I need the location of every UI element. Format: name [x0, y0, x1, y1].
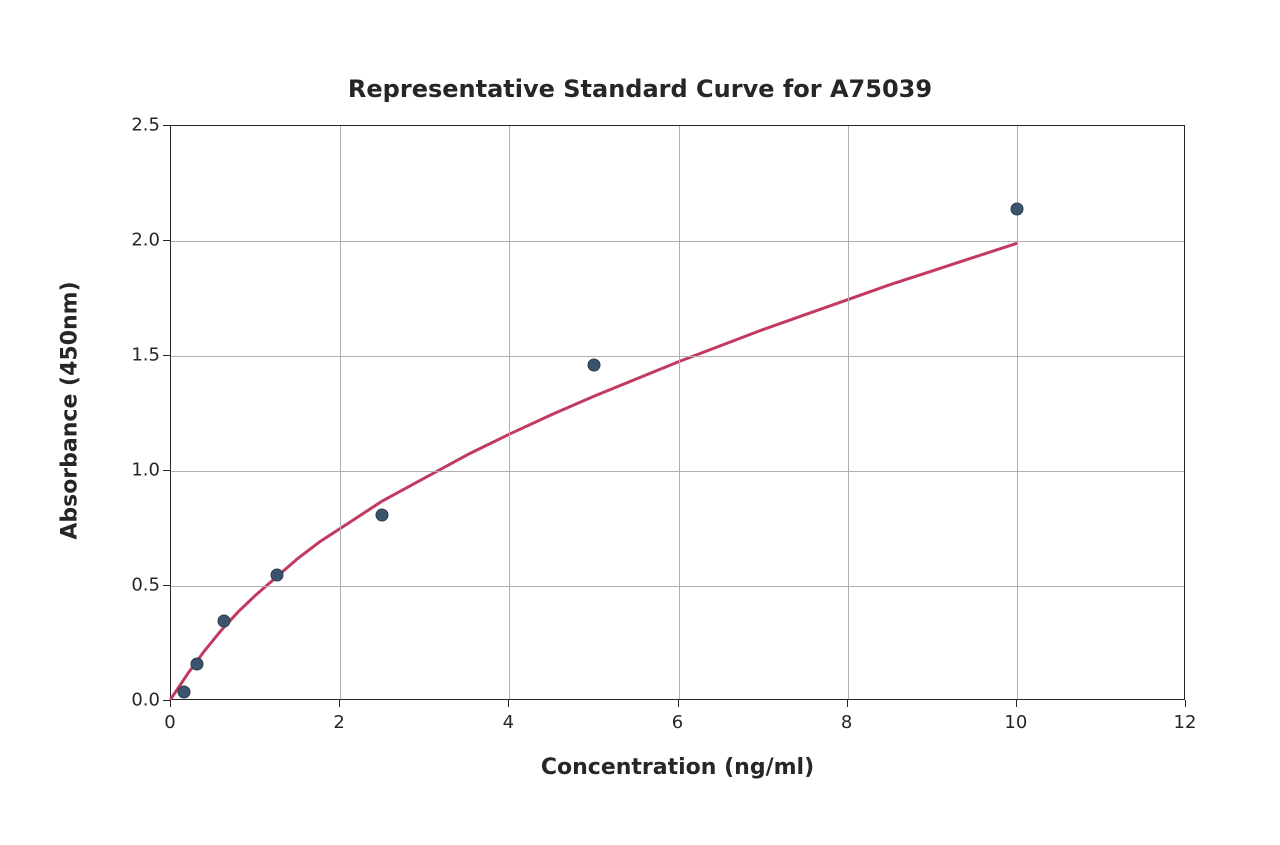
data-point	[191, 658, 204, 671]
y-tick	[163, 585, 170, 586]
y-tick-label: 2.5	[120, 115, 160, 136]
x-tick-label: 6	[672, 712, 683, 733]
y-tick-label: 1.0	[120, 460, 160, 481]
x-tick	[847, 700, 848, 707]
x-tick-label: 0	[164, 712, 175, 733]
grid-line-vertical	[509, 126, 510, 699]
y-tick	[163, 355, 170, 356]
y-tick-label: 1.5	[120, 345, 160, 366]
curve-svg	[171, 126, 1184, 699]
grid-line-vertical	[340, 126, 341, 699]
y-axis-label: Absorbance (450nm)	[58, 230, 83, 590]
grid-line-horizontal	[171, 586, 1184, 587]
y-tick-label: 0.0	[120, 690, 160, 711]
y-tick	[163, 700, 170, 701]
x-tick-label: 8	[841, 712, 852, 733]
y-tick	[163, 125, 170, 126]
data-point	[217, 614, 230, 627]
y-tick-label: 0.5	[120, 575, 160, 596]
x-tick	[678, 700, 679, 707]
grid-line-horizontal	[171, 241, 1184, 242]
x-tick	[1016, 700, 1017, 707]
x-tick	[1185, 700, 1186, 707]
y-tick-label: 2.0	[120, 230, 160, 251]
y-tick	[163, 240, 170, 241]
x-tick-label: 4	[503, 712, 514, 733]
data-point	[270, 568, 283, 581]
data-point	[178, 685, 191, 698]
grid-line-horizontal	[171, 356, 1184, 357]
data-point	[376, 508, 389, 521]
grid-line-vertical	[679, 126, 680, 699]
x-tick-label: 2	[333, 712, 344, 733]
chart-container: Representative Standard Curve for A75039…	[0, 0, 1280, 845]
chart-title: Representative Standard Curve for A75039	[0, 75, 1280, 103]
x-tick	[170, 700, 171, 707]
plot-area	[170, 125, 1185, 700]
data-point	[1010, 202, 1023, 215]
data-point	[587, 359, 600, 372]
x-tick-label: 10	[1004, 712, 1027, 733]
y-tick	[163, 470, 170, 471]
grid-line-vertical	[848, 126, 849, 699]
x-tick	[339, 700, 340, 707]
x-tick	[508, 700, 509, 707]
x-axis-label: Concentration (ng/ml)	[170, 755, 1185, 780]
grid-line-horizontal	[171, 471, 1184, 472]
x-tick-label: 12	[1174, 712, 1197, 733]
